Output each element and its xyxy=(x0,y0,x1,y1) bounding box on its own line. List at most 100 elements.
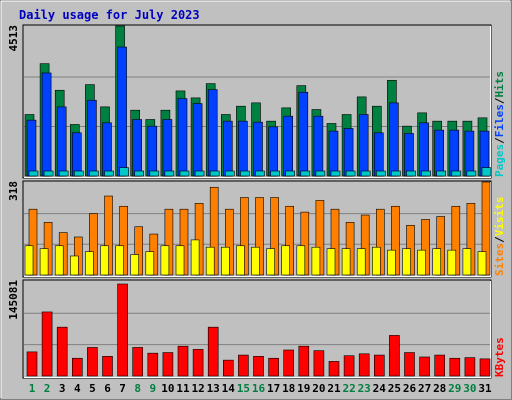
bar-pages-day-29 xyxy=(451,170,462,177)
bar-kbytes-day-5 xyxy=(87,347,98,377)
bar-visits-day-28 xyxy=(432,248,442,276)
bar-files-day-2 xyxy=(41,72,52,177)
bar-pages-day-24 xyxy=(375,170,386,177)
bar-files-day-3 xyxy=(56,106,67,177)
x-tick-label-day-28: 28 xyxy=(433,382,446,395)
bar-pages-day-27 xyxy=(421,170,431,177)
x-axis-day-labels: 1 2 3 4 5 6 7 8 9 10 11 12 13 14 15 16 17 18 19 20 21 22 23 24 2… xyxy=(29,382,492,395)
x-tick-label-day-3: 3 xyxy=(59,382,66,395)
bar-pages-day-10 xyxy=(164,170,175,177)
bar-kbytes-day-23 xyxy=(358,353,370,377)
bar-visits-day-16 xyxy=(251,246,260,276)
panel1-ymax-label: 4513 xyxy=(7,25,20,52)
bar-visits-day-3 xyxy=(54,245,64,276)
bar-files-day-20 xyxy=(313,115,324,177)
bar-pages-day-17 xyxy=(270,170,280,177)
kbytes-panel: 145081 KBytes xyxy=(7,279,506,379)
bar-visits-day-13 xyxy=(205,246,215,276)
bar-pages-day-7 xyxy=(119,167,129,177)
bar-files-day-28 xyxy=(434,129,445,177)
bar-kbytes-day-12 xyxy=(192,349,204,377)
bar-visits-day-29 xyxy=(447,249,457,276)
bar-kbytes-day-19 xyxy=(298,345,310,377)
bar-pages-day-31 xyxy=(481,167,492,177)
bar-files-day-11 xyxy=(177,98,188,177)
x-tick-label-day-9: 9 xyxy=(149,382,156,395)
bar-pages-day-9 xyxy=(149,170,160,177)
bar-kbytes-day-3 xyxy=(56,326,68,377)
x-tick-label-day-15: 15 xyxy=(237,382,250,395)
legend-visits: Visits xyxy=(493,197,506,237)
bar-visits-day-14 xyxy=(221,246,230,276)
bar-kbytes-day-10 xyxy=(162,352,174,377)
bar-pages-day-28 xyxy=(436,170,447,177)
legend-sep-1: / xyxy=(493,137,506,144)
bar-visits-day-6 xyxy=(100,245,109,276)
x-tick-label-day-20: 20 xyxy=(312,382,325,395)
bar-kbytes-day-22 xyxy=(343,355,355,377)
x-tick-label-day-19: 19 xyxy=(297,382,310,395)
x-tick-label-day-26: 26 xyxy=(403,382,417,395)
sites-visits-panel: 318 Sites/Visits xyxy=(7,180,506,278)
x-tick-label-day-13: 13 xyxy=(207,382,220,395)
bar-visits-day-25 xyxy=(387,249,396,276)
x-tick-label-day-14: 14 xyxy=(222,382,236,395)
bar-kbytes-day-4 xyxy=(72,357,83,377)
x-tick-label-day-18: 18 xyxy=(282,382,295,395)
legend-sites: Sites xyxy=(493,243,506,276)
x-tick-label-day-4: 4 xyxy=(74,382,81,395)
bar-files-day-9 xyxy=(147,125,158,177)
bar-pages-day-13 xyxy=(209,170,220,177)
x-tick-label-day-7: 7 xyxy=(119,382,126,395)
bar-files-day-27 xyxy=(419,122,429,177)
bar-files-day-26 xyxy=(404,133,414,177)
bar-kbytes-day-15 xyxy=(238,354,249,377)
bar-pages-day-23 xyxy=(360,170,371,177)
x-tick-label-day-2: 2 xyxy=(44,382,51,395)
x-tick-label-day-1: 1 xyxy=(29,382,36,395)
bar-visits-day-4 xyxy=(70,255,79,276)
bar-kbytes-day-25 xyxy=(389,335,400,377)
bar-files-day-4 xyxy=(72,132,82,177)
bar-pages-day-8 xyxy=(134,170,144,177)
bar-visits-day-10 xyxy=(160,245,170,276)
bar-files-day-5 xyxy=(87,99,97,177)
bar-files-day-17 xyxy=(268,126,278,177)
bar-kbytes-day-24 xyxy=(373,354,385,377)
chart-title: Daily usage for July 2023 xyxy=(19,8,200,22)
bar-pages-day-26 xyxy=(406,170,416,177)
bar-files-day-19 xyxy=(298,91,309,177)
bar-pages-day-25 xyxy=(391,170,401,177)
bar-visits-day-22 xyxy=(341,248,351,276)
hits-files-pages-panel: 4513 Pages/Files/Hits xyxy=(7,24,506,179)
bar-visits-day-11 xyxy=(175,245,185,276)
bar-pages-day-16 xyxy=(255,170,265,177)
bar-files-day-25 xyxy=(389,102,399,177)
bar-visits-day-2 xyxy=(39,248,49,276)
x-tick-label-day-23: 23 xyxy=(358,382,371,395)
bar-pages-day-22 xyxy=(345,170,356,177)
x-tick-label-day-25: 25 xyxy=(388,382,401,395)
bar-files-day-22 xyxy=(343,128,354,177)
x-tick-label-day-16: 16 xyxy=(252,382,266,395)
bar-kbytes-day-16 xyxy=(253,356,264,377)
bar-files-day-24 xyxy=(373,132,384,177)
bar-kbytes-day-30 xyxy=(464,357,476,377)
bar-pages-day-4 xyxy=(74,170,84,177)
bar-pages-day-20 xyxy=(315,170,326,177)
bar-pages-day-6 xyxy=(104,170,114,177)
legend-files: Files xyxy=(493,104,506,137)
bar-kbytes-day-6 xyxy=(102,356,113,377)
bar-files-day-21 xyxy=(328,130,339,177)
bar-pages-day-14 xyxy=(225,170,235,177)
bar-visits-day-26 xyxy=(402,248,411,276)
legend-pages: Pages xyxy=(493,144,506,177)
panel2-ymax-label: 318 xyxy=(7,181,20,201)
bar-files-day-6 xyxy=(102,122,112,177)
bar-pages-day-3 xyxy=(58,170,69,177)
x-tick-label-day-24: 24 xyxy=(373,382,387,395)
legend-sep-3: / xyxy=(493,236,506,243)
bar-pages-day-30 xyxy=(466,170,477,177)
bar-pages-day-19 xyxy=(300,170,311,177)
bar-kbytes-day-1 xyxy=(26,351,38,377)
